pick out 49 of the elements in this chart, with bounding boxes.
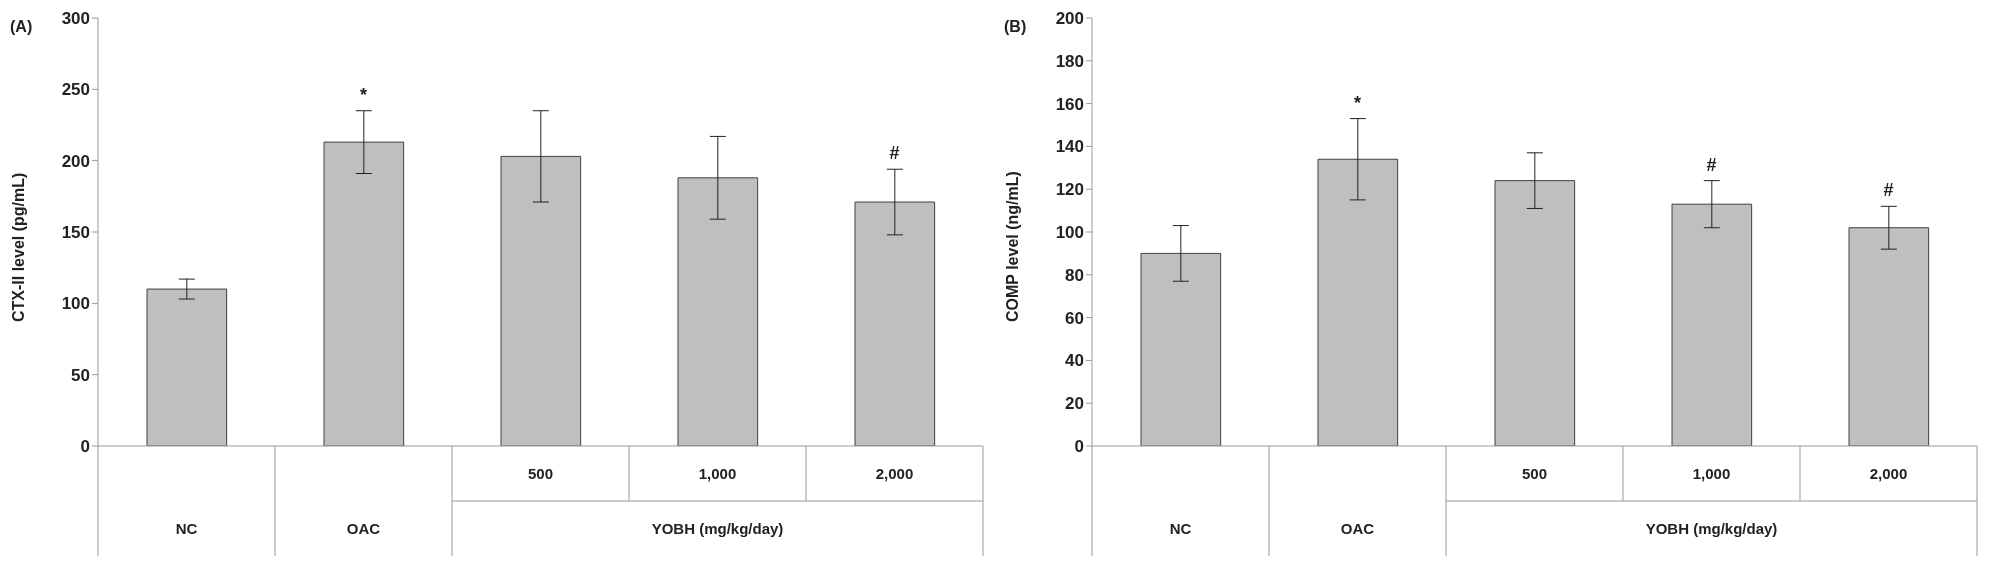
y-tick-label: 80 [1065,265,1084,285]
y-tick-label: 150 [61,223,90,243]
bar [1140,252,1222,446]
y-axis-title: CTX-II level (pg/mL) [9,172,27,322]
bar [1671,203,1753,446]
bar [146,288,228,446]
x-tick-label: OAC [346,520,381,537]
bar [500,155,582,446]
data-label: * [1353,92,1362,113]
y-tick-label: 180 [1055,51,1084,71]
y-tick-label: 200 [1055,9,1084,29]
y-tick-label: 100 [1055,223,1084,243]
y-tick-label: 120 [1055,180,1084,200]
y-tick-label: 0 [1074,437,1084,457]
x-tick-label: 500 [1521,465,1548,482]
y-tick-label: 20 [1065,394,1084,414]
y-axis-title: COMP level (ng/mL) [1003,171,1021,322]
bar [677,177,759,446]
chart-title: (B) [1004,18,1027,35]
y-tick-label: 0 [80,437,90,457]
y-tick-label: 60 [1065,308,1084,328]
x-tick-label: 2,000 [875,465,914,482]
x-tick-label: OAC [1340,520,1375,537]
x-tick-label: NC [1169,520,1192,537]
x-tick-label: NC [175,520,198,537]
chart-title: (A) [10,18,33,35]
text: YOBH (mg/kg/day) [1645,520,1778,537]
y-tick-label: 160 [1055,94,1084,114]
text: YOBH (mg/kg/day) [651,520,784,537]
y-tick-label: 40 [1065,351,1084,371]
x-tick-label: 500 [527,465,554,482]
bar [1848,227,1930,446]
y-tick-label: 300 [61,9,90,29]
bar [323,141,405,446]
data-label: * [359,84,368,105]
data-label: # [1883,180,1894,201]
y-tick-label: 140 [1055,137,1084,157]
y-tick-label: 200 [61,151,90,171]
x-tick-label: 1,000 [698,465,737,482]
data-label: # [889,143,900,164]
bar [1317,158,1399,446]
y-tick-label: 100 [61,294,90,314]
bar [854,201,936,446]
y-tick-label: 250 [61,80,90,100]
x-tick-label: 2,000 [1869,465,1908,482]
data-label: # [1706,154,1717,175]
bar [1494,180,1576,446]
x-tick-label: 1,000 [1692,465,1731,482]
y-tick-label: 50 [71,365,90,385]
